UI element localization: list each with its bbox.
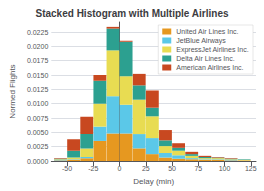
svg-text:United Air Lines Inc.: United Air Lines Inc. bbox=[176, 28, 238, 35]
svg-text:0.0100: 0.0100 bbox=[27, 100, 49, 107]
svg-text:JetBlue Airways: JetBlue Airways bbox=[176, 37, 226, 45]
svg-text:50: 50 bbox=[168, 165, 176, 172]
svg-text:Delay (min): Delay (min) bbox=[133, 177, 174, 186]
svg-text:25: 25 bbox=[142, 165, 150, 172]
svg-text:-25: -25 bbox=[88, 165, 98, 172]
svg-text:100: 100 bbox=[219, 165, 231, 172]
svg-text:ExpressJet Airlines Inc.: ExpressJet Airlines Inc. bbox=[176, 46, 248, 54]
svg-text:0.0025: 0.0025 bbox=[27, 143, 49, 150]
svg-text:-50: -50 bbox=[62, 165, 72, 172]
svg-text:American Airlines Inc.: American Airlines Inc. bbox=[176, 64, 243, 71]
svg-text:Delta Air Lines Inc.: Delta Air Lines Inc. bbox=[176, 55, 234, 62]
svg-text:0.0000: 0.0000 bbox=[27, 158, 49, 165]
svg-text:0.0075: 0.0075 bbox=[27, 115, 49, 122]
svg-text:75: 75 bbox=[194, 165, 202, 172]
svg-text:Normed Flights: Normed Flights bbox=[8, 64, 17, 118]
svg-text:Stacked Histogram with Multipl: Stacked Histogram with Multiple Airlines bbox=[36, 8, 229, 19]
svg-text:125: 125 bbox=[245, 165, 257, 172]
svg-text:0.0150: 0.0150 bbox=[27, 72, 49, 79]
svg-text:0.0200: 0.0200 bbox=[27, 43, 49, 50]
svg-text:0: 0 bbox=[118, 165, 122, 172]
svg-text:0.0050: 0.0050 bbox=[27, 129, 49, 136]
svg-text:0.0225: 0.0225 bbox=[27, 29, 49, 36]
svg-text:0.0175: 0.0175 bbox=[27, 57, 49, 64]
svg-text:0.0125: 0.0125 bbox=[27, 86, 49, 93]
